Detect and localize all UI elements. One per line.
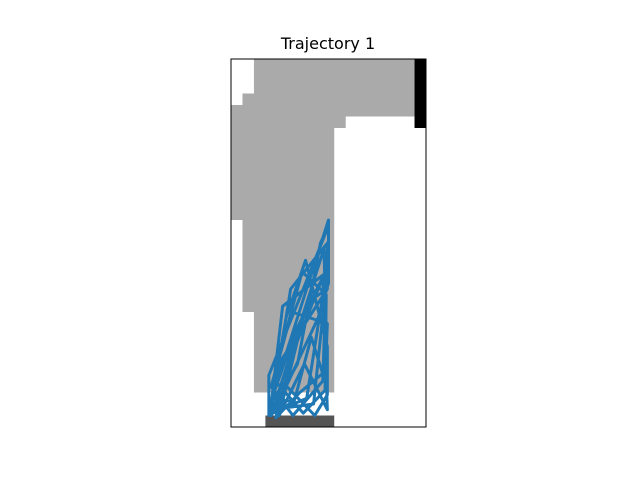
plot-area bbox=[230, 58, 427, 428]
obstacle-cell bbox=[414, 59, 426, 128]
trajectory-line-1 bbox=[267, 218, 330, 420]
visited-cell bbox=[253, 59, 415, 71]
chart-title: Trajectory 1 bbox=[280, 34, 375, 53]
visited-cell bbox=[242, 93, 415, 105]
plot-frame bbox=[230, 58, 427, 428]
visited-cell bbox=[231, 116, 346, 128]
visited-cell bbox=[231, 128, 335, 220]
visited-cell bbox=[231, 105, 415, 117]
start-region bbox=[265, 415, 335, 427]
trajectory-layer bbox=[267, 218, 330, 420]
visited-cell bbox=[253, 70, 415, 94]
